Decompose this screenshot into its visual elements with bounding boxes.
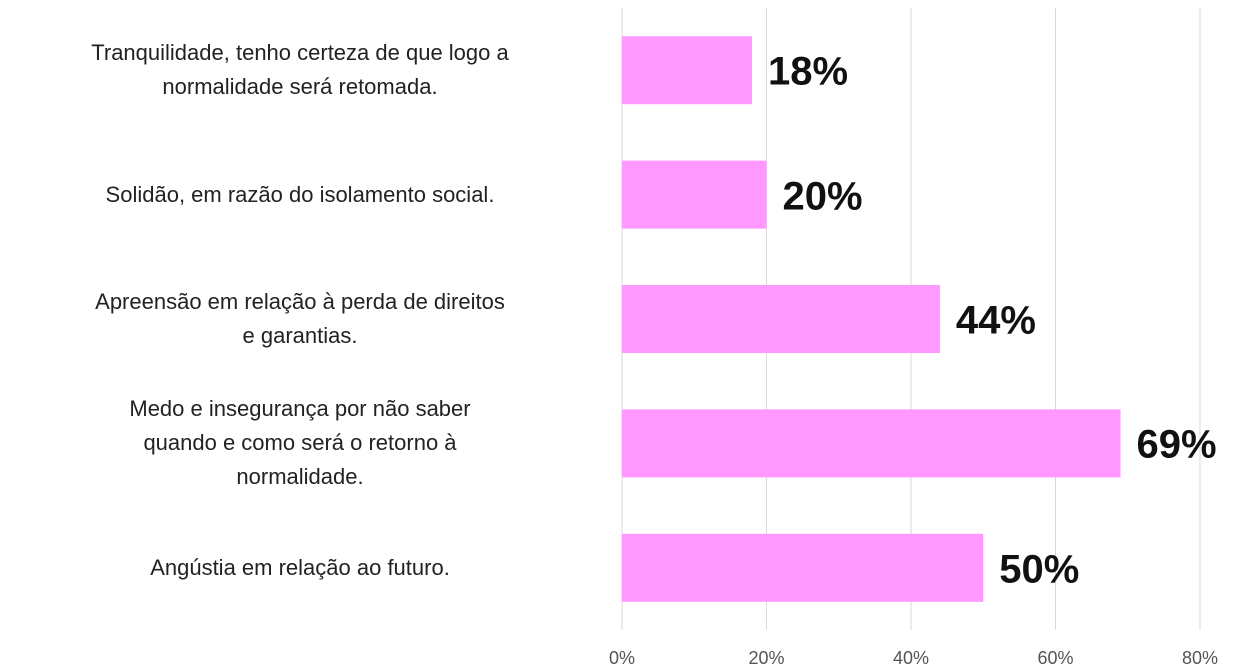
data-label: 20%	[782, 174, 863, 219]
bar	[622, 36, 753, 105]
data-label: 44%	[955, 298, 1036, 343]
data-label: 69%	[1136, 422, 1217, 467]
bar	[622, 285, 940, 353]
category-label: Angústia em relação ao futuro.	[150, 554, 450, 580]
x-tick-label: 0%	[608, 648, 635, 668]
bar	[622, 533, 984, 602]
x-tick-label: 40%	[892, 648, 930, 668]
bar	[622, 160, 767, 229]
x-tick-label: 60%	[1037, 648, 1074, 668]
data-label: 50%	[999, 547, 1080, 592]
category-label: Solidão, em razão do isolamento social.	[105, 181, 495, 207]
category-label: Medo e insegurança por não saber quando …	[129, 396, 471, 490]
bar	[622, 409, 1121, 478]
x-tick-label: 80%	[1181, 648, 1219, 668]
x-tick-label: 20%	[748, 648, 785, 668]
data-label: 18%	[768, 49, 849, 94]
category-label: Tranquilidade, tenho certeza de que logo…	[91, 40, 509, 100]
category-label: Apreensão em relação à perda de direitos…	[95, 289, 505, 348]
